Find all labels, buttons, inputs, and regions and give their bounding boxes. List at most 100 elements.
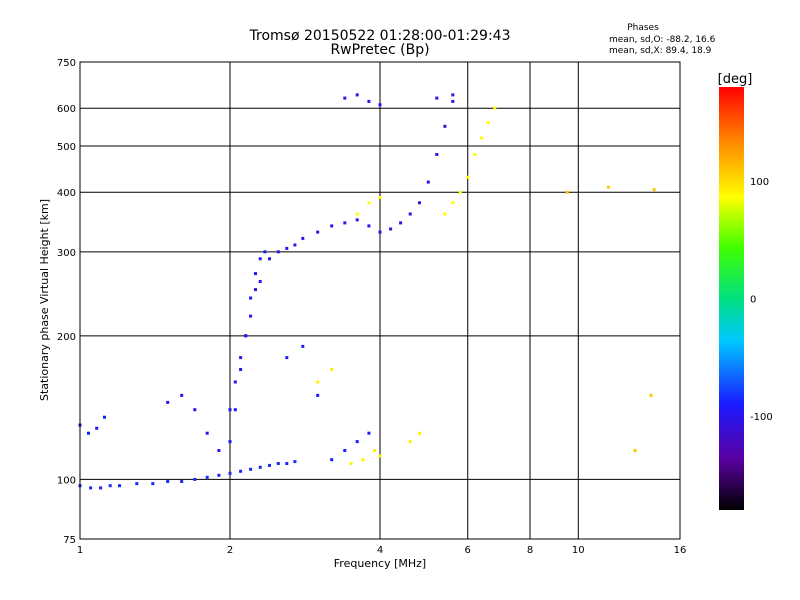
echo-point (343, 449, 347, 452)
y-tick-label: 600 (57, 104, 76, 115)
echo-point (316, 380, 320, 384)
stats-heading: Phases (627, 23, 659, 33)
echo-point (108, 484, 112, 488)
chart-title: Tromsø 20150522 01:28:00-01:29:43 (249, 28, 511, 44)
colorbar-tick-label: -100 (750, 412, 773, 423)
echo-point (285, 246, 289, 250)
colorbar-ticks: -100 0 100 (750, 177, 773, 423)
echo-point (426, 180, 430, 184)
grid-lines (80, 62, 680, 539)
echo-point (486, 121, 490, 124)
echo-point (355, 212, 359, 216)
y-tick-labels: 75 100 200 300 400 500 600 750 (57, 58, 76, 546)
echo-point (301, 344, 305, 348)
echo-point (330, 458, 334, 462)
echo-point (316, 393, 320, 397)
echo-point (233, 380, 237, 384)
echo-point (330, 224, 334, 228)
echo-point (378, 454, 382, 458)
stats-line-x: mean, sd,X: 89.4, 18.9 (609, 46, 712, 56)
echo-point (607, 185, 610, 189)
colorbar (719, 87, 744, 510)
echo-point (355, 218, 359, 222)
x-tick-label: 4 (377, 545, 383, 556)
echo-point (378, 196, 382, 199)
echo-point (166, 480, 170, 483)
echo-point (205, 431, 209, 435)
echo-point (378, 103, 382, 107)
echo-point (367, 99, 371, 103)
echo-point (343, 221, 347, 225)
echo-point (285, 462, 289, 465)
echo-point (293, 460, 297, 464)
colorbar-label: [deg] (718, 72, 753, 87)
echo-point (408, 440, 412, 444)
echo-point (151, 482, 155, 486)
echo-point (258, 280, 262, 283)
y-axis-label: Stationary phase Virtual Height [km] (38, 199, 51, 401)
x-tick-label: 1 (77, 545, 83, 556)
echo-point (263, 250, 267, 254)
echo-point (473, 153, 477, 156)
y-tick-label: 400 (57, 188, 76, 199)
echo-point (180, 393, 184, 397)
echo-point (343, 96, 347, 100)
echo-point (233, 408, 237, 412)
echo-point (118, 484, 121, 488)
echo-point (249, 296, 253, 300)
echo-point (451, 99, 455, 103)
echo-point (180, 480, 184, 483)
echo-point (254, 288, 257, 292)
echo-point (367, 201, 371, 205)
colorbar-tick-label: 100 (750, 177, 769, 188)
echo-point (205, 475, 209, 479)
echo-point (258, 465, 262, 469)
echo-point (285, 356, 289, 360)
echo-point (361, 458, 365, 462)
echo-point (166, 400, 170, 404)
echo-point (367, 224, 371, 228)
echo-point (276, 462, 280, 465)
echo-point (228, 440, 232, 444)
y-tick-label: 75 (63, 535, 76, 546)
echo-point (443, 124, 447, 128)
echo-point (193, 408, 197, 412)
echo-point (99, 486, 103, 490)
plot-frame (79, 61, 681, 540)
echo-point (244, 334, 248, 338)
echo-point (373, 449, 376, 452)
echo-point (633, 449, 637, 452)
echo-point (87, 431, 90, 435)
echo-point (217, 473, 221, 477)
echo-point (435, 96, 439, 100)
echo-point (451, 201, 455, 205)
echo-point (418, 201, 421, 205)
y-tick-label: 300 (57, 248, 76, 259)
echo-point (293, 243, 297, 247)
echo-point (249, 467, 253, 471)
y-tick-label: 100 (57, 475, 76, 486)
echo-point (399, 221, 403, 225)
y-tick-label: 750 (57, 58, 76, 69)
echo-point (458, 190, 462, 194)
echo-point (389, 227, 393, 231)
echo-point (228, 408, 232, 412)
echo-point (239, 368, 243, 371)
echo-point (649, 393, 653, 397)
echo-point (355, 93, 359, 97)
echo-point (443, 212, 447, 216)
colorbar-tick-label: 0 (750, 295, 756, 306)
echo-point (466, 175, 470, 179)
x-tick-labels: 1 2 4 6 8 10 16 (77, 545, 687, 556)
x-tick-label: 8 (527, 545, 533, 556)
y-tick-label: 500 (57, 142, 76, 153)
echo-point (249, 314, 253, 318)
echo-point (103, 415, 106, 419)
echo-point (355, 440, 359, 444)
echo-point (239, 356, 243, 360)
echo-point (217, 449, 221, 452)
echo-point (89, 486, 93, 490)
chart-subtitle: RwPretec (Bp) (330, 42, 429, 58)
echo-point (254, 272, 257, 276)
echo-point (268, 463, 271, 467)
